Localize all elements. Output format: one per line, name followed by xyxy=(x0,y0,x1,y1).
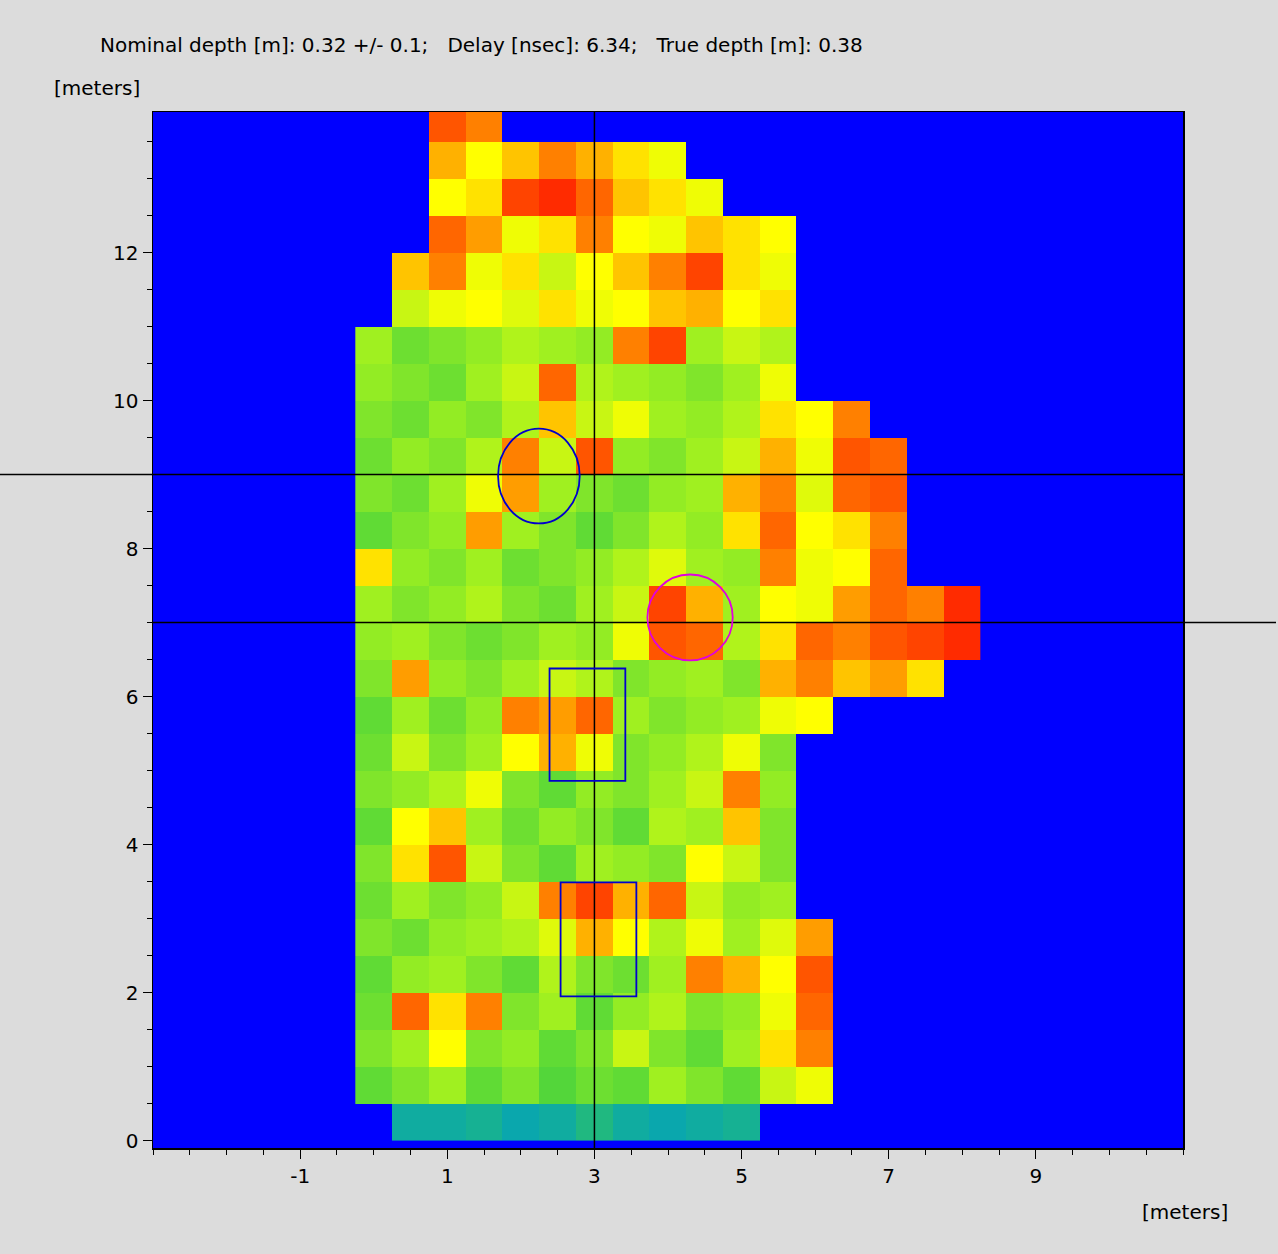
svg-text:0: 0 xyxy=(126,1129,139,1153)
svg-text:1: 1 xyxy=(441,1164,454,1188)
svg-text:10: 10 xyxy=(113,389,138,413)
svg-text:-1: -1 xyxy=(290,1164,310,1188)
svg-text:2: 2 xyxy=(126,981,139,1005)
svg-text:12: 12 xyxy=(113,241,138,265)
svg-text:8: 8 xyxy=(126,537,139,561)
svg-text:5: 5 xyxy=(735,1164,748,1188)
svg-text:[meters]: [meters] xyxy=(54,76,140,100)
svg-text:9: 9 xyxy=(1029,1164,1042,1188)
svg-text:3: 3 xyxy=(588,1164,601,1188)
svg-text:4: 4 xyxy=(126,833,139,857)
svg-text:6: 6 xyxy=(126,685,139,709)
svg-text:[meters]: [meters] xyxy=(1142,1200,1228,1224)
svg-text:Nominal depth [m]: 0.32 +/- 0.: Nominal depth [m]: 0.32 +/- 0.1; Delay [… xyxy=(100,33,863,57)
svg-text:7: 7 xyxy=(882,1164,895,1188)
